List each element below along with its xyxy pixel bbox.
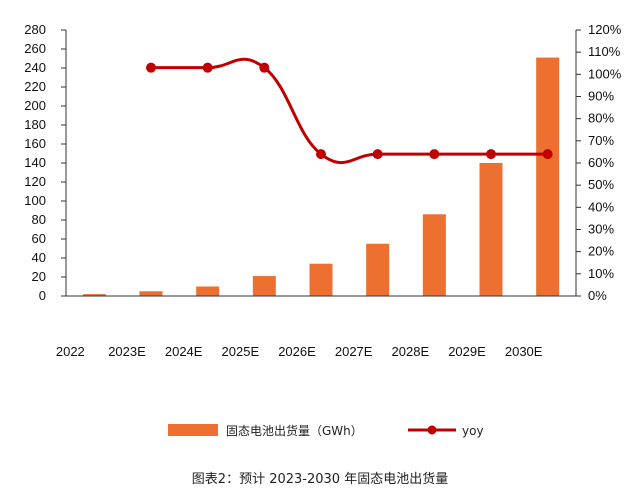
right-tick-label: 30% — [588, 222, 614, 237]
right-tick-label: 110% — [588, 44, 621, 59]
yoy-point — [259, 62, 270, 73]
left-tick-label: 200 — [24, 98, 46, 113]
right-tick-label: 120% — [588, 22, 622, 37]
left-tick-label: 260 — [24, 41, 46, 56]
right-tick-label: 80% — [588, 111, 614, 126]
left-tick-label: 120 — [24, 174, 46, 189]
bar-2023E — [139, 291, 163, 296]
x-tick-label: 2028E — [392, 344, 430, 359]
left-tick-label: 100 — [24, 193, 46, 208]
right-tick-label: 20% — [588, 244, 614, 259]
bar-2027E — [366, 243, 390, 296]
bar-2030E — [536, 57, 560, 296]
yoy-point — [372, 149, 383, 160]
right-tick-label: 40% — [588, 199, 614, 214]
bar-2029E — [479, 163, 503, 296]
yoy-point — [146, 62, 156, 73]
right-tick-label: 70% — [588, 133, 614, 148]
right-tick-label: 100% — [588, 66, 622, 81]
chart: 020406080100120140160180200220240260280 … — [24, 22, 622, 438]
left-tick-label: 220 — [24, 79, 46, 94]
bar-series — [82, 57, 560, 296]
legend: 固态电池出货量（GWh） yoy — [168, 423, 484, 438]
x-tick-label: 2025E — [222, 344, 260, 359]
left-tick-label: 280 — [24, 22, 46, 37]
left-tick-label: 0 — [39, 288, 46, 303]
x-tick-label: 2027E — [335, 344, 373, 359]
figure-caption: 图表2：预计 2023-2030 年固态电池出货量 — [191, 472, 449, 487]
legend-bar-swatch — [168, 424, 218, 436]
left-axis-ticks: 0 20 40 60 80 100 120 140 160 180 200 220 240 260 280 — [24, 22, 66, 303]
bar-2022 — [82, 294, 106, 296]
right-tick-label: 10% — [588, 266, 614, 281]
legend-line-marker — [427, 425, 437, 435]
right-tick-label: 0% — [588, 288, 607, 303]
left-tick-label: 140 — [24, 155, 46, 170]
x-tick-label: 2024E — [165, 344, 203, 359]
x-tick-label: 2022 — [56, 344, 85, 359]
x-tick-label: 2029E — [448, 344, 486, 359]
left-tick-label: 160 — [24, 136, 46, 151]
right-tick-label: 50% — [588, 177, 614, 192]
bar-2024E — [196, 286, 220, 296]
legend-bar-label: 固态电池出货量（GWh） — [226, 423, 363, 438]
yoy-point — [429, 149, 440, 160]
x-tick-label: 2023E — [108, 344, 146, 359]
bar-2026E — [309, 263, 333, 296]
left-tick-label: 40 — [32, 250, 46, 265]
yoy-line — [151, 57, 548, 165]
x-tick-label: 2026E — [278, 344, 316, 359]
left-tick-label: 20 — [32, 269, 46, 284]
left-tick-label: 60 — [32, 231, 46, 246]
right-tick-label: 90% — [588, 89, 614, 104]
legend-line-label: yoy — [462, 424, 484, 438]
yoy-point — [316, 149, 326, 160]
yoy-points — [146, 62, 553, 160]
yoy-point — [202, 62, 213, 73]
right-tick-label: 60% — [588, 155, 614, 170]
left-tick-label: 240 — [24, 60, 46, 75]
x-axis-ticks: 2022 2023E 2024E 2025E 2026E 2027E 2028E 2029E 2… — [56, 344, 543, 359]
yoy-point — [542, 149, 553, 160]
bar-2028E — [422, 214, 446, 296]
x-tick-label: 2030E — [505, 344, 543, 359]
yoy-point — [486, 149, 496, 160]
left-tick-label: 180 — [24, 117, 46, 132]
right-axis-ticks: 0% 10% 20% 30% 40% 50% 60% 70% 80% 90% 100% 110% 120… — [576, 22, 622, 303]
bar-2025E — [252, 276, 276, 296]
left-tick-label: 80 — [32, 212, 46, 227]
